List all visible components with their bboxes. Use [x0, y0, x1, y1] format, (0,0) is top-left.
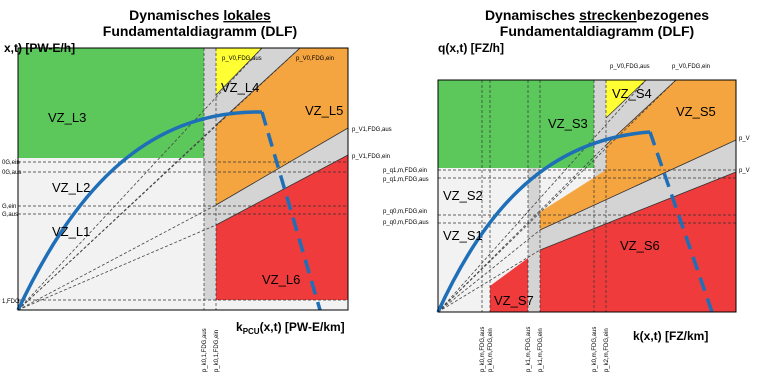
right-left-label-3: p_q0,m,FDG,aus	[383, 220, 429, 226]
right-bottom-label-1: p_k0,m,FDG,ein	[488, 328, 494, 372]
left-v-lines	[203, 48, 217, 310]
right-bottom-label-5: p_k2,m,FDG,ein	[604, 328, 610, 372]
label-vz-l6: VZ_L6	[262, 272, 300, 287]
left-h-lines	[18, 161, 348, 301]
right-left-label-0: p_q1,m,FDG,ein	[383, 168, 427, 174]
right-diagram: Dynamisches streckenbezogenes Fundamenta…	[383, 7, 750, 372]
zone-vz-s6	[540, 172, 736, 312]
left-title-line1: Dynamisches lokales	[129, 7, 271, 23]
right-bottom-label-0: p_k0,m,FDG,aus	[480, 327, 486, 372]
left-diagram: Dynamisches lokales Fundamentaldiagramm …	[2, 7, 392, 372]
left-y-axis-label: x,t) [PW-E/h]	[4, 41, 75, 55]
label-vz-l1: VZ_L1	[52, 224, 90, 239]
left-bottom-label-1: p_k0,1,FDG,ein	[214, 330, 220, 372]
label-vz-s3: VZ_S3	[548, 116, 588, 131]
left-curve-congested	[260, 111, 322, 311]
label-vz-s7: VZ_S7	[494, 293, 534, 308]
right-x-axis-label: k(x,t) [FZ/km]	[633, 329, 708, 343]
label-vz-l2: VZ_L2	[52, 180, 90, 195]
right-bottom-label-4: p_k0,m,FDG,aus	[592, 327, 598, 372]
left-top-label-0: p_V0,FDG,aus	[222, 56, 262, 62]
right-curve-congested	[648, 131, 714, 313]
left-title-line2: Fundamentaldiagramm (DLF)	[103, 23, 297, 39]
left-edge-label-3: G,aus	[2, 212, 18, 218]
left-top-label-1: p_V0,FDG,ein	[296, 56, 334, 62]
label-vz-s6: VZ_S6	[620, 238, 660, 253]
right-bottom-label-2: p_k1,m,FDG,aus	[526, 327, 532, 372]
right-curve-free	[436, 130, 651, 313]
right-right-label-1: p_V	[739, 168, 750, 174]
left-rays	[17, 47, 301, 311]
left-edge-label-4: 1,FDG	[2, 299, 20, 305]
right-bottom-label-3: p_k1,m,FDG,ein	[538, 328, 544, 372]
left-bottom-strip	[18, 300, 348, 310]
right-title-line1: Dynamisches streckenbezogenes	[485, 7, 709, 23]
left-edge-label-2: G,ein	[2, 204, 16, 210]
left-right-label-0: p_V1,FDG,aus	[352, 127, 392, 133]
left-bottom-label-0: p_k0,1,FDG,aus	[202, 328, 208, 372]
right-plot-frame	[437, 79, 737, 313]
zone-vz-l3	[18, 48, 204, 158]
left-x-axis-label: kPCU(x,t) [PW-E/km]	[236, 320, 345, 336]
zone-vz-l6	[216, 155, 348, 300]
right-top-label-1: p_V0,FDG,ein	[672, 64, 710, 70]
left-edge-label-0: 0G,ein	[2, 160, 20, 166]
right-top-label-0: p_V0,FDG,aus	[610, 64, 650, 70]
right-left-label-2: p_q0,m,FDG,ein	[383, 209, 427, 215]
label-vz-s2: VZ_S2	[443, 188, 483, 203]
label-vz-l3: VZ_L3	[48, 110, 86, 125]
right-left-label-1: p_q1,m,FDG,aus	[383, 177, 429, 183]
right-gray-column	[528, 168, 540, 312]
left-right-label-1: p_V1,FDG,ein	[352, 154, 390, 160]
label-vz-l5: VZ_L5	[305, 103, 343, 118]
left-curve-free	[16, 110, 263, 311]
left-edge-label-1: 0G,aus	[2, 170, 21, 176]
left-gray-band	[204, 48, 216, 310]
label-vz-l4: VZ_L4	[221, 80, 259, 95]
zone-vz-s7	[490, 258, 528, 312]
zone-vz-s5	[540, 80, 736, 230]
right-y-axis-label: q(x,t) [FZ/h]	[438, 41, 504, 55]
right-title-line2: Fundamentaldiagramm (DLF)	[500, 23, 694, 39]
right-gray-wedge-2	[540, 140, 736, 250]
label-vz-s5: VZ_S5	[676, 104, 716, 119]
label-vz-s4: VZ_S4	[612, 86, 652, 101]
left-plot-frame	[17, 47, 349, 311]
right-right-label-0: p_V	[739, 136, 750, 142]
zone-vz-l5	[216, 48, 348, 205]
label-vz-s1: VZ_S1	[443, 228, 483, 243]
